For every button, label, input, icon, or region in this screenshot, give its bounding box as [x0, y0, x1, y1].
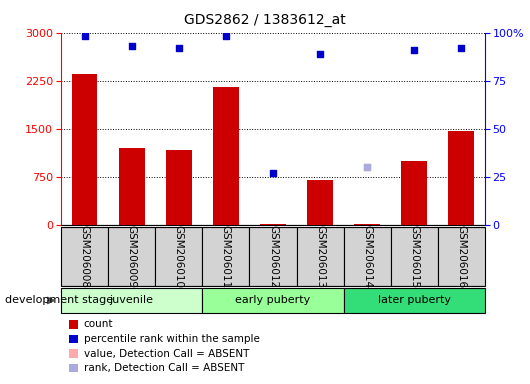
Bar [391, 227, 438, 286]
Text: GDS2862 / 1383612_at: GDS2862 / 1383612_at [184, 13, 346, 27]
Bar [448, 131, 474, 225]
Bar [72, 74, 98, 225]
Text: rank, Detection Call = ABSENT: rank, Detection Call = ABSENT [84, 363, 244, 373]
Bar [202, 227, 250, 286]
Point [222, 33, 230, 40]
Point [174, 45, 183, 51]
Bar [166, 150, 192, 225]
Bar [69, 349, 78, 358]
Text: GSM206010: GSM206010 [174, 225, 184, 288]
Text: GSM206009: GSM206009 [127, 225, 137, 288]
Point [80, 33, 89, 40]
Text: later puberty: later puberty [378, 295, 451, 306]
Text: GSM206008: GSM206008 [80, 225, 90, 288]
Text: GSM206014: GSM206014 [362, 225, 372, 288]
Point [127, 43, 136, 49]
Bar [155, 227, 202, 286]
Text: GSM206011: GSM206011 [221, 225, 231, 288]
Bar [343, 227, 391, 286]
Text: value, Detection Call = ABSENT: value, Detection Call = ABSENT [84, 349, 249, 359]
Bar [69, 364, 78, 372]
Bar [108, 227, 155, 286]
Bar [307, 180, 333, 225]
Bar [250, 227, 296, 286]
Bar [119, 148, 145, 225]
Bar [354, 224, 380, 225]
Bar [61, 227, 108, 286]
Text: GSM206015: GSM206015 [409, 225, 419, 288]
Bar [296, 227, 343, 286]
Bar [202, 288, 343, 313]
Bar [343, 288, 485, 313]
Bar [260, 224, 286, 225]
Text: development stage: development stage [5, 295, 113, 306]
Text: percentile rank within the sample: percentile rank within the sample [84, 334, 260, 344]
Point [316, 51, 324, 57]
Text: juvenile: juvenile [110, 295, 154, 306]
Bar [213, 87, 239, 225]
Bar [69, 335, 78, 343]
Bar [438, 227, 485, 286]
Bar [401, 161, 427, 225]
Text: GSM206012: GSM206012 [268, 225, 278, 288]
Text: GSM206016: GSM206016 [456, 225, 466, 288]
Text: early puberty: early puberty [235, 295, 311, 306]
Point [363, 164, 372, 170]
Point [363, 164, 372, 170]
Bar [61, 288, 202, 313]
Point [457, 45, 466, 51]
Bar [69, 320, 78, 329]
Text: GSM206013: GSM206013 [315, 225, 325, 288]
Point [410, 47, 419, 53]
Point [269, 170, 277, 176]
Text: count: count [84, 319, 113, 329]
